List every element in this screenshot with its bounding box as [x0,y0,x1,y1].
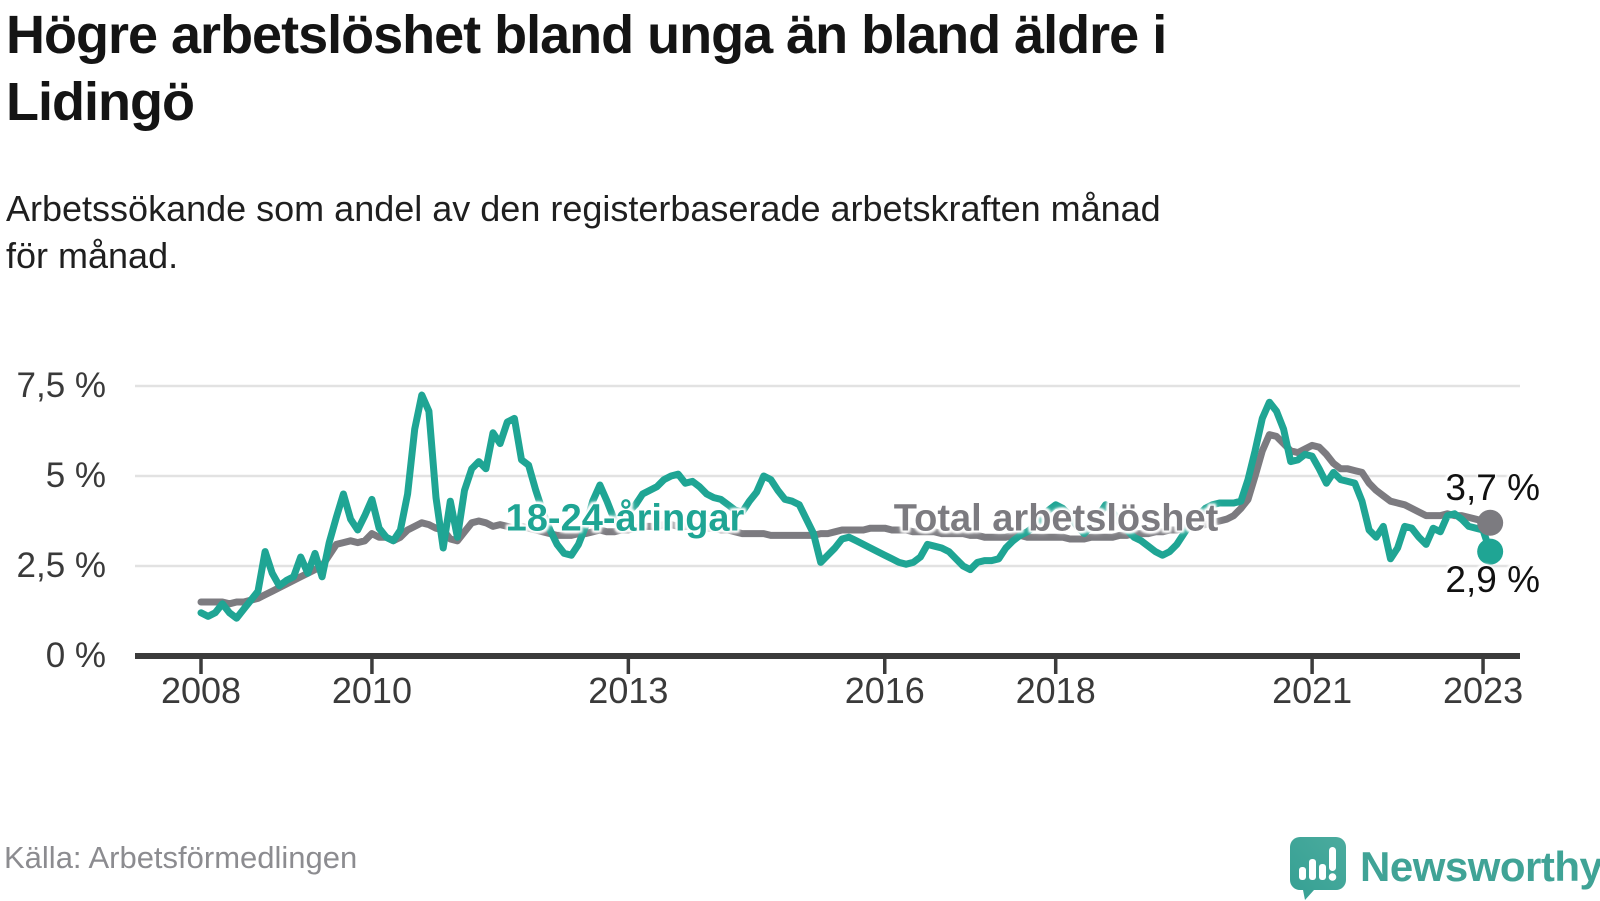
x-axis-tick-label: 2018 [1015,670,1096,711]
series-inline-label: 18-24-åringar [505,497,745,540]
x-axis-tick-label: 2013 [588,670,669,711]
end-value-label: 2,9 % [1445,559,1540,600]
x-axis-tick-label: 2008 [160,670,242,711]
y-axis-tick-label: 0 % [45,636,106,675]
chart-subtitle: Arbetssökande som andel av den registerb… [6,186,1566,280]
newsworthy-logo-text: Newsworthy [1360,843,1600,890]
logo-exclamation-dot [1328,873,1337,881]
source-label: Källa: Arbetsförmedlingen [4,840,358,875]
newsworthy-speech-bubble-barchart-icon [1290,837,1346,900]
chart-subtitle-line2: för månad. [6,234,179,276]
logo-exclamation-bar [1329,847,1336,871]
logo-bar-tall [1309,859,1316,880]
series-line-youth [197,391,1494,622]
series-end-dot [1477,538,1504,565]
series-end-dot [1477,509,1504,536]
x-axis-tick-label: 2016 [844,670,925,711]
logo-bar-medium [1319,864,1326,880]
logo-bar-small [1299,867,1306,880]
y-axis-tick-label: 5 % [45,456,106,495]
x-axis-tick-label: 2021 [1272,670,1353,711]
x-axis-tick-label: 2023 [1443,670,1524,711]
chart-title-line2: Lidingö [6,71,195,132]
y-axis-tick-label: 7,5 % [16,366,107,405]
series-line-total [197,431,1494,608]
chart-title-line1: Högre arbetslöshet bland unga än bland ä… [6,5,1167,65]
x-axis-tick-label: 2010 [331,670,412,711]
y-axis-tick-label: 2,5 % [16,546,107,585]
chart-title: Högre arbetslöshet bland unga än bland ä… [6,2,1466,136]
series-inline-label: Total arbetslöshet [893,497,1219,540]
end-value-label: 3,7 % [1445,467,1540,508]
chart-subtitle-line1: Arbetssökande som andel av den registerb… [6,188,1161,229]
